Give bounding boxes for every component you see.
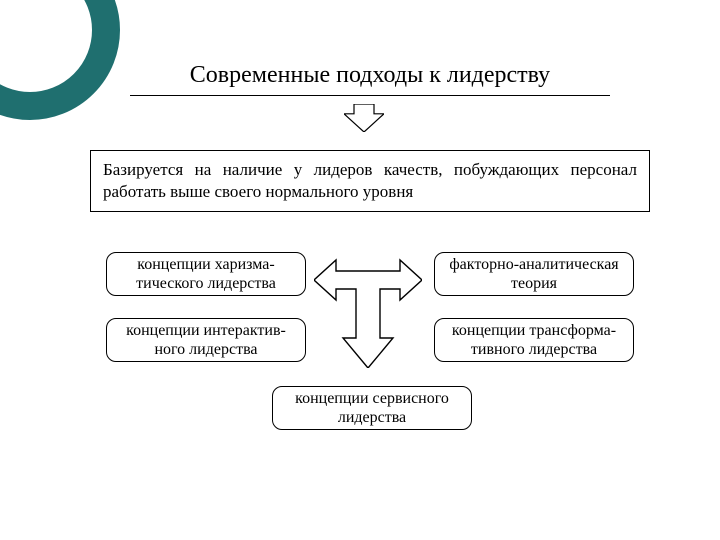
decor-outer-ring	[0, 0, 120, 120]
concept-service: концепции сервисного лидерства	[272, 386, 472, 430]
title-text: Современные подходы к лидерству	[190, 62, 550, 88]
description-box: Базируется на наличие у лидеров качеств,…	[90, 150, 650, 212]
concept-interactive-label: концепции интерактив-ного лидерства	[126, 321, 286, 359]
central-arrow	[314, 258, 422, 368]
title-box: Современные подходы к лидерству	[130, 58, 610, 96]
arrow-title-down	[344, 104, 384, 132]
concept-interactive: концепции интерактив-ного лидерства	[106, 318, 306, 362]
concept-charisma-label: концепции харизма-тического лидерства	[136, 255, 276, 293]
concept-service-label: концепции сервисного лидерства	[281, 389, 463, 427]
concept-factor: факторно-аналитическая теория	[434, 252, 634, 296]
concept-transform-label: концепции трансформа-тивного лидерства	[452, 321, 616, 359]
description-text: Базируется на наличие у лидеров качеств,…	[103, 160, 637, 201]
concept-charisma: концепции харизма-тического лидерства	[106, 252, 306, 296]
concept-factor-label: факторно-аналитическая теория	[443, 255, 625, 293]
concept-transform: концепции трансформа-тивного лидерства	[434, 318, 634, 362]
